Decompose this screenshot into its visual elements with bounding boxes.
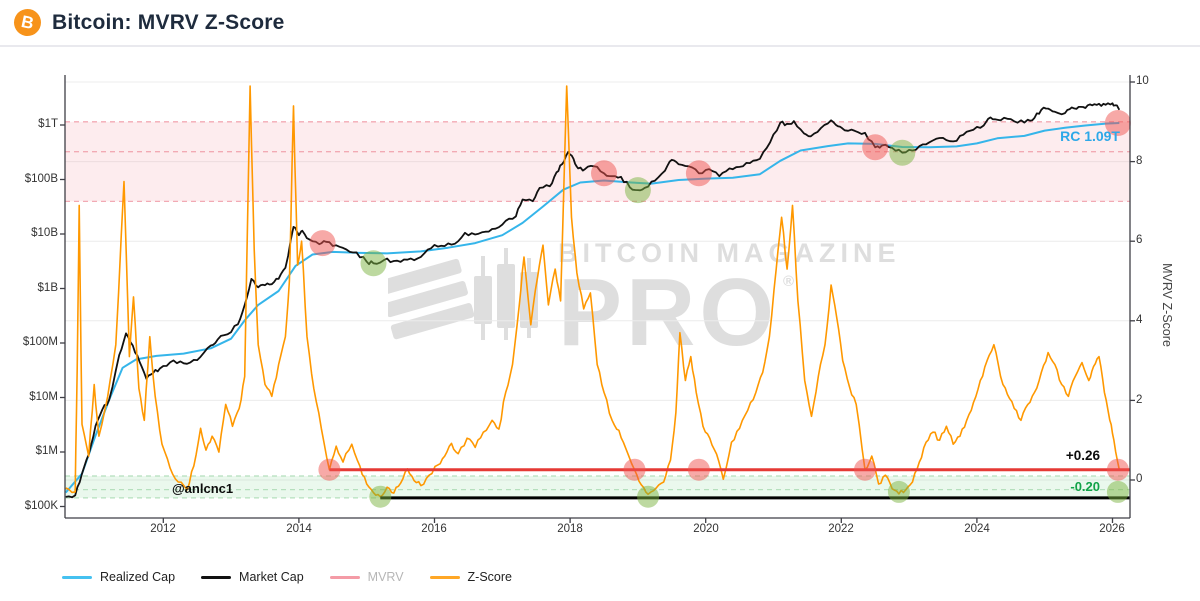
- realized-cap-swatch-icon: [62, 575, 92, 579]
- x-tick-2022: 2022: [828, 523, 854, 535]
- legend-item-z-score[interactable]: Z-Score: [429, 570, 512, 584]
- x-tick-2020: 2020: [693, 523, 719, 535]
- page-title: Bitcoin: MVRV Z-Score: [52, 10, 285, 34]
- zscore-bottom-marker: [1106, 480, 1129, 503]
- zscore-top-marker: [687, 458, 710, 481]
- zscore-top-marker: [318, 458, 341, 481]
- top-signal-marker: [862, 134, 889, 161]
- legend-item-mvrv[interactable]: MVRV: [329, 570, 404, 584]
- upper-threshold-value-label: +0.26: [1065, 448, 1100, 463]
- x-tick-2024: 2024: [964, 523, 990, 535]
- x-tick-2012: 2012: [150, 523, 176, 535]
- series-lines: [65, 85, 1121, 499]
- y-right-tick-6: 6: [1136, 234, 1143, 246]
- x-tick-2018: 2018: [557, 523, 583, 535]
- chart-legend: Realized Cap Market Cap MVRV Z-Score: [62, 570, 512, 584]
- zscore-bottom-marker: [887, 480, 910, 503]
- y-right-axis-title: MVRV Z-Score: [1160, 263, 1174, 347]
- author-handle-label: @anlcnc1: [172, 481, 234, 496]
- y-left-tick-1m: $1M: [35, 445, 58, 457]
- x-tick-2014: 2014: [286, 523, 312, 535]
- lower-threshold-value-label: -0.20: [1070, 479, 1100, 494]
- y-left-tick-10b: $10B: [31, 227, 58, 239]
- realized-cap-value-label: RC 1.09T: [1060, 128, 1120, 144]
- y-left-tick-10m: $10M: [29, 390, 58, 403]
- top-signal-marker: [1104, 110, 1131, 136]
- z-score-line: [65, 85, 1121, 498]
- x-tick-2016: 2016: [421, 523, 447, 535]
- y-left-tick-1t: $1T: [38, 118, 58, 130]
- zscore-bottom-marker: [369, 485, 392, 508]
- y-right-tick-10: 10: [1136, 75, 1149, 87]
- chart-header: B Bitcoin: MVRV Z-Score: [0, 0, 1200, 47]
- threshold-lines: [329, 468, 1130, 500]
- y-left-tick-100k: $100K: [24, 499, 58, 512]
- axes-frame: [60, 75, 1135, 523]
- zscore-bottom-marker: [637, 485, 660, 508]
- zscore-zones: [65, 121, 1130, 499]
- y-right-tick-2: 2: [1136, 393, 1143, 406]
- y-left-tick-1b: $1B: [37, 281, 58, 294]
- bitcoin-icon: B: [11, 6, 44, 39]
- top-signal-marker: [309, 230, 336, 257]
- z-score-swatch-icon: [429, 575, 460, 579]
- legend-item-realized-cap[interactable]: Realized Cap: [62, 570, 175, 584]
- zscore-top-marker: [623, 458, 646, 481]
- top-signal-marker: [685, 160, 712, 187]
- bottom-signal-marker: [889, 139, 916, 166]
- zscore-top-marker: [1106, 458, 1129, 481]
- market-cap-swatch-icon: [201, 575, 232, 579]
- y-left-tick-100b: $100B: [24, 172, 58, 185]
- bottom-signal-marker: [360, 250, 387, 277]
- y-right-tick-4: 4: [1136, 314, 1143, 326]
- y-right-tick-8: 8: [1136, 154, 1143, 167]
- signal-markers: [309, 110, 1131, 508]
- legend-item-market-cap[interactable]: Market Cap: [201, 570, 304, 584]
- zscore-top-marker: [854, 458, 876, 481]
- gridlines: [65, 81, 1130, 481]
- y-left-tick-100m: $100M: [22, 336, 58, 348]
- top-signal-marker: [591, 160, 617, 187]
- market-cap-line: [65, 102, 1121, 499]
- y-right-tick-0: 0: [1136, 473, 1143, 485]
- bottom-signal-marker: [624, 177, 651, 204]
- mvrv-swatch-icon: [329, 575, 360, 579]
- x-tick-2026: 2026: [1099, 523, 1125, 535]
